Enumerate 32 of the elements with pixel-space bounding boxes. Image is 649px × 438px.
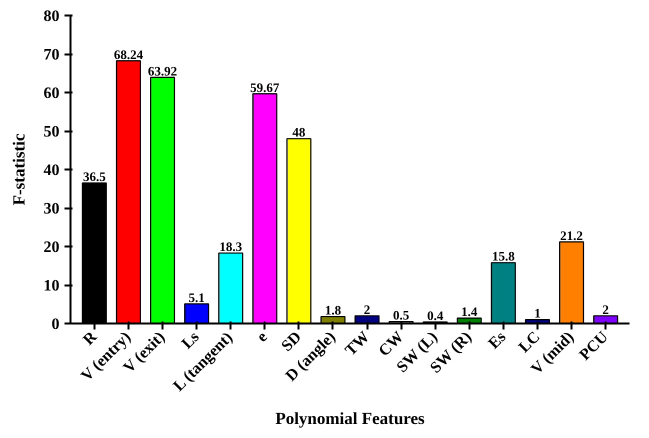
y-tick-label: 20 (44, 239, 60, 256)
data-label: 1.4 (461, 304, 478, 320)
y-axis-title: F-statistic (10, 133, 28, 206)
data-label: 18.3 (219, 239, 243, 254)
y-tick-label: 30 (44, 200, 60, 218)
x-tick-label: e (254, 328, 271, 346)
y-tick-label: 80 (44, 8, 60, 25)
data-label: 63.92 (148, 63, 178, 78)
data-label: 0.5 (393, 308, 410, 323)
x-axis-title: Polynomial Features (275, 408, 426, 428)
data-label: 2 (364, 302, 370, 317)
y-tick-label: 0 (52, 316, 60, 333)
data-label: 48 (292, 124, 306, 140)
data-label: 2 (602, 302, 609, 317)
y-tick-label: 50 (44, 124, 60, 140)
data-label: 21.2 (560, 228, 583, 243)
x-tick-label: SD (278, 328, 305, 355)
y-tick-label: 40 (44, 162, 60, 179)
y-tick-label: 10 (44, 278, 60, 294)
data-label: 5.1 (188, 290, 205, 305)
y-tick-label: 70 (44, 46, 60, 64)
x-tick-label: TW (342, 328, 374, 360)
x-tick-label: LC (516, 328, 544, 356)
data-label: 68.24 (114, 46, 144, 62)
data-label: 1.8 (324, 302, 342, 318)
x-tick-label: Es (485, 328, 510, 352)
y-tick-label: 60 (44, 85, 60, 102)
data-label: 59.67 (250, 80, 280, 95)
data-label: 15.8 (492, 248, 516, 264)
data-label: 0.4 (427, 308, 444, 323)
data-label: 1 (534, 306, 541, 321)
data-label: 36.5 (82, 168, 106, 184)
